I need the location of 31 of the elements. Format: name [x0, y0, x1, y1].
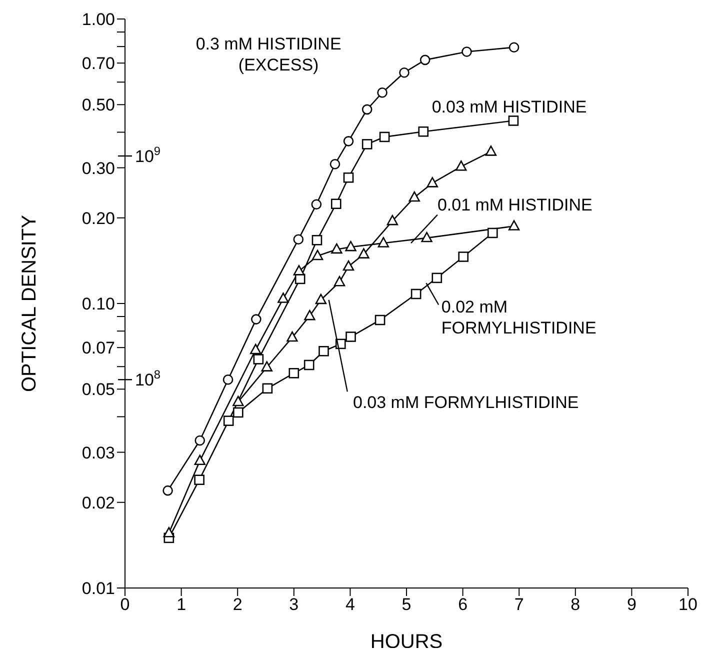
y-tick-label: 0.07 [82, 338, 115, 358]
x-tick-label: 2 [232, 595, 242, 614]
x-tick-label: 0 [120, 595, 130, 614]
x-tick-label: 6 [458, 595, 468, 614]
text: 0.03 mM FORMYLHISTIDINE [353, 392, 579, 412]
y-tick-label: 0.03 [82, 443, 115, 462]
x-axis-title: HOURS [370, 631, 443, 653]
y-tick-label: 0.05 [82, 380, 115, 400]
x-tick-label: 8 [570, 595, 580, 614]
x-tick-label: 10 [678, 595, 698, 614]
series-label: 0.02 mM FORMYLHISTIDINE [441, 297, 596, 338]
x-tick-label: 9 [626, 595, 636, 614]
x-tick-label: 1 [176, 595, 186, 614]
y-tick-label: 0.02 [82, 493, 115, 512]
x-tick-label: 5 [402, 595, 412, 614]
annotation: 10$^{8}$ [135, 368, 161, 390]
series-label: 0.01 mM HISTIDINE [437, 196, 592, 215]
y-axis-title: OPTICAL DENSITY [18, 214, 40, 392]
y-tick-label: 0.30 [82, 158, 115, 178]
y-tick-label: 0.50 [82, 96, 115, 115]
text: 0.3 mM HISTIDINE (EXCESS) [196, 34, 342, 75]
y-tick-label: 0.10 [82, 294, 115, 314]
y-tick-label: 1.00 [82, 10, 115, 30]
x-tick-label: 7 [514, 595, 524, 614]
series-label: 0.03 mM HISTIDINE [432, 97, 587, 116]
x-tick-label: 3 [289, 595, 299, 614]
x-tick-label: 4 [345, 595, 355, 614]
annotation: 10$^{9}$ [135, 144, 161, 166]
y-tick-label: 0.70 [82, 54, 115, 74]
y-tick-label: 0.20 [82, 208, 115, 228]
y-tick-label: 0.01 [82, 579, 115, 598]
